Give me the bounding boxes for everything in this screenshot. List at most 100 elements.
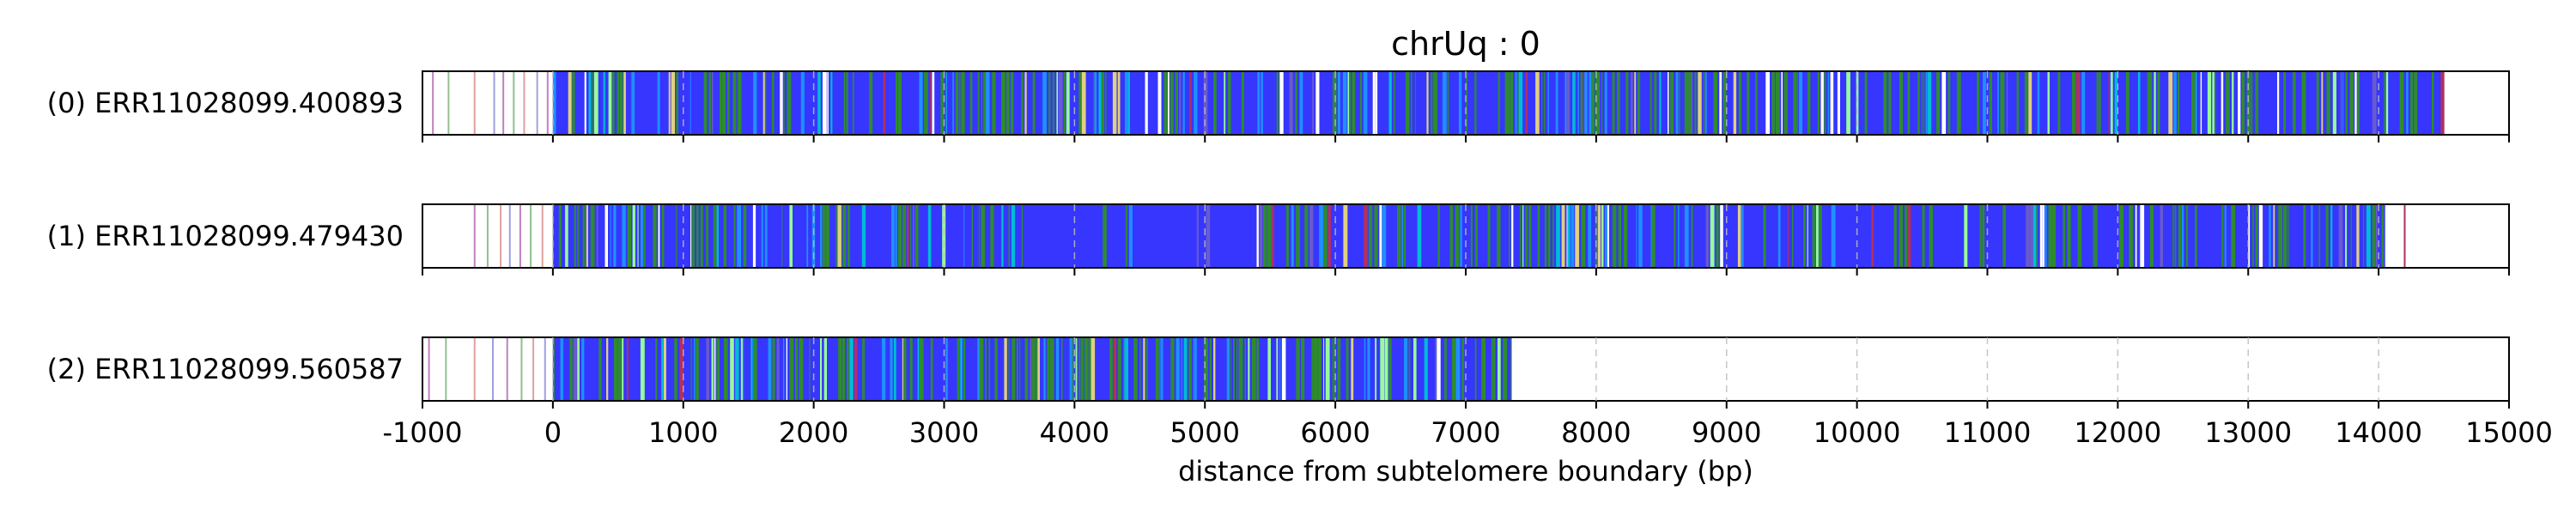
read-stripe bbox=[1209, 337, 1212, 401]
read-stripe bbox=[1763, 204, 1766, 268]
read-stripe bbox=[2356, 204, 2360, 268]
read-stripe bbox=[1474, 71, 1477, 135]
read-stripe bbox=[2063, 204, 2065, 268]
read-stripe bbox=[1060, 337, 1063, 401]
read-stripe bbox=[2282, 204, 2287, 268]
read-stripe bbox=[1688, 71, 1692, 135]
read-stripe bbox=[1052, 71, 1054, 135]
read-stripe bbox=[1547, 71, 1549, 135]
read-stripe bbox=[1024, 337, 1029, 401]
read-stripe bbox=[2301, 71, 2306, 135]
read-stripe bbox=[1907, 204, 1911, 268]
read-stripe bbox=[1093, 71, 1095, 135]
read-stripe bbox=[1561, 204, 1565, 268]
read-stripe bbox=[2048, 204, 2052, 268]
read-stripe bbox=[1163, 71, 1168, 135]
read-stripe bbox=[1577, 71, 1579, 135]
read-stripe bbox=[1907, 71, 1911, 135]
read-stripe bbox=[612, 71, 615, 135]
read-stripe bbox=[2024, 71, 2029, 135]
read-stripe bbox=[795, 337, 799, 401]
read-stripe bbox=[2168, 71, 2173, 135]
read-stripe bbox=[1589, 71, 1592, 135]
read-stripe bbox=[897, 204, 902, 268]
read-stripe bbox=[622, 204, 626, 268]
read-stripe bbox=[1405, 71, 1410, 135]
read-stripe bbox=[1566, 204, 1568, 268]
read-stripe bbox=[2157, 71, 2160, 135]
read-stripe bbox=[574, 204, 576, 268]
read-stripe bbox=[809, 337, 811, 401]
read-stripe bbox=[764, 204, 768, 268]
read-stripe bbox=[1431, 71, 1433, 135]
read-stripe bbox=[1417, 204, 1422, 268]
read-stripe bbox=[1332, 337, 1334, 401]
read-stripe bbox=[2372, 204, 2376, 268]
read-stripe bbox=[2277, 71, 2280, 135]
x-tick-label: 4000 bbox=[1040, 416, 1109, 449]
read-stripe bbox=[1498, 71, 1500, 135]
read-stripe bbox=[772, 71, 775, 135]
read-stripe bbox=[2372, 71, 2377, 135]
read-stripe bbox=[1679, 71, 1680, 135]
read-stripe bbox=[2316, 71, 2319, 135]
read-stripe bbox=[838, 337, 841, 401]
read-stripe bbox=[1206, 204, 1211, 268]
read-stripe bbox=[1634, 71, 1637, 135]
read-stripe bbox=[1011, 204, 1016, 268]
read-stripe bbox=[753, 71, 757, 135]
read-stripe bbox=[631, 71, 635, 135]
read-stripe bbox=[1048, 71, 1051, 135]
read-stripe bbox=[1691, 204, 1693, 268]
read-stripe bbox=[1698, 71, 1702, 135]
read-stripe bbox=[1704, 71, 1707, 135]
read-stripe bbox=[1893, 204, 1897, 268]
read-stripe bbox=[1461, 337, 1465, 401]
read-stripe bbox=[2221, 204, 2224, 268]
read-stripe bbox=[2110, 71, 2113, 135]
read-stripe bbox=[2057, 71, 2061, 135]
read-stripe bbox=[848, 204, 850, 268]
read-stripe bbox=[1544, 204, 1547, 268]
read-stripe bbox=[1332, 71, 1337, 135]
read-stripe bbox=[1612, 71, 1615, 135]
read-stripe bbox=[1509, 204, 1510, 268]
read-stripe bbox=[1289, 71, 1293, 135]
read-stripe bbox=[1327, 204, 1331, 268]
read-stripe bbox=[1228, 71, 1231, 135]
read-stripe bbox=[849, 337, 854, 401]
read-stripe bbox=[929, 71, 932, 135]
read-stripe bbox=[743, 337, 744, 401]
read-stripe bbox=[1230, 337, 1231, 401]
read-stripe bbox=[1043, 337, 1046, 401]
read-stripe bbox=[2432, 71, 2434, 135]
read-stripe bbox=[2332, 71, 2336, 135]
read-stripe bbox=[740, 337, 743, 401]
track-2: (2) ERR11028099.560587 bbox=[47, 336, 2510, 409]
read-stripe bbox=[1397, 204, 1401, 268]
grid-layer bbox=[552, 71, 2379, 401]
read-stripe bbox=[2137, 71, 2141, 135]
read-stripe bbox=[895, 204, 897, 268]
read-stripe bbox=[2406, 71, 2409, 135]
read-stripe bbox=[558, 204, 562, 268]
read-stripe bbox=[1597, 204, 1601, 268]
read-stripe bbox=[2195, 204, 2197, 268]
read-stripe bbox=[783, 337, 785, 401]
read-stripe bbox=[940, 71, 945, 135]
read-stripe bbox=[569, 337, 573, 401]
read-stripe bbox=[663, 337, 666, 401]
read-stripe bbox=[1638, 204, 1643, 268]
read-stripe bbox=[1145, 337, 1148, 401]
read-stripe bbox=[2114, 71, 2118, 135]
read-stripe bbox=[2026, 204, 2030, 268]
read-stripe bbox=[1654, 71, 1657, 135]
read-stripe bbox=[1458, 71, 1462, 135]
read-stripe bbox=[1983, 71, 1986, 135]
read-stripe bbox=[2147, 71, 2151, 135]
read-stripe bbox=[1555, 71, 1558, 135]
read-stripe bbox=[1059, 71, 1063, 135]
read-stripe bbox=[1267, 204, 1272, 268]
read-stripe bbox=[1572, 71, 1576, 135]
read-stripe bbox=[1871, 204, 1874, 268]
